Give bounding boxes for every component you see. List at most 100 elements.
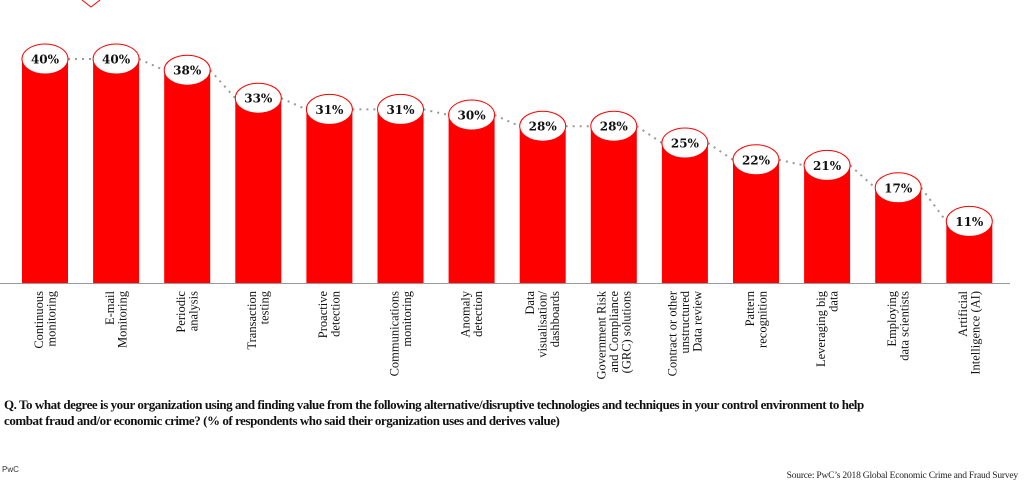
x-tick-label: monitoring: [44, 290, 58, 346]
x-tick-label: data: [826, 291, 840, 312]
x-tick-label: Anomaly: [458, 290, 472, 337]
bar-cap: [803, 149, 851, 181]
bar-12: 17%: [874, 172, 922, 283]
bar-11: 21%: [803, 149, 851, 283]
data-label: 40%: [102, 53, 131, 67]
bar-body: [235, 98, 282, 283]
x-tick-label: Proactive: [316, 291, 330, 339]
data-label: 30%: [458, 109, 487, 123]
data-label: 33%: [244, 92, 273, 106]
bar-0: 40%: [21, 43, 69, 283]
bar-body: [661, 143, 708, 283]
bar-body: [306, 109, 353, 284]
data-label: 22%: [742, 153, 771, 167]
x-tick-label: Periodic: [174, 291, 188, 333]
bar-10: 22%: [732, 144, 780, 283]
brand-label: PwC: [2, 465, 19, 474]
bars: 40% 40% 38% 33% 31% 31% 30% 28% 28% 25% 22% 21% 17% 1…: [21, 43, 993, 284]
x-tick-label: E-mail: [103, 290, 117, 325]
x-tick-label: testing: [258, 290, 272, 324]
x-tick-label: analysis: [186, 291, 200, 331]
bar-cap: [377, 93, 424, 125]
x-tick-label: data scientists: [897, 291, 911, 361]
x-tick-label: Employing: [885, 290, 899, 346]
data-label: 28%: [600, 120, 629, 134]
bar-1: 40%: [92, 43, 140, 283]
x-tick-label: detection: [471, 290, 485, 337]
data-label: 11%: [955, 215, 984, 229]
bar-7: 28%: [519, 110, 567, 283]
source-note: Source: PwC’s 2018 Global Economic Crime…: [786, 471, 1019, 481]
bar-body: [590, 126, 637, 283]
bar-body: [875, 187, 922, 283]
bar-chart: 40% 40% 38% 33% 31% 31% 30% 28% 28% 25% 22% 21% 17% 1…: [0, 0, 1010, 380]
trend-segment: [849, 164, 876, 189]
x-tick-label: monitoring: [400, 290, 414, 346]
x-tick-label: detection: [329, 290, 343, 337]
bar-cap: [448, 99, 496, 131]
bar-cap: [234, 82, 282, 114]
x-tick-label: Intelligence (AI): [969, 291, 983, 375]
question-line-1: Q. To what degree is your organization u…: [4, 397, 864, 412]
bar-cap: [92, 43, 140, 75]
bar-5: 31%: [377, 93, 424, 284]
data-label: 21%: [813, 159, 842, 173]
bar-cap: [732, 144, 780, 176]
bar-body: [733, 159, 779, 283]
x-tick-label: dashboards: [548, 291, 562, 347]
x-tick-label: unstructured: [678, 290, 692, 353]
x-tick-label: Government Risk: [594, 290, 608, 379]
bar-2: 38%: [163, 54, 211, 283]
data-label: 25%: [671, 137, 700, 151]
bar-cap: [945, 205, 993, 237]
bar-cap: [163, 54, 211, 86]
bar-body: [448, 115, 495, 283]
x-tick-label: and Compliance: [607, 291, 621, 373]
x-tick-label: Leveraging big: [814, 290, 828, 367]
bar-body: [519, 126, 566, 283]
x-tick-label: Continuous: [32, 291, 46, 349]
x-tick-label: Data review: [690, 291, 704, 352]
trend-segment: [494, 114, 521, 128]
trend-line: [68, 58, 948, 222]
bar-body: [804, 165, 851, 283]
bar-cap: [305, 93, 353, 125]
data-label: 31%: [315, 103, 344, 117]
x-tick-label: Data: [523, 291, 537, 315]
x-tick-label: (GRC) solutions: [619, 291, 633, 373]
bar-13: 11%: [945, 205, 993, 283]
data-label: 31%: [386, 103, 415, 117]
bar-8: 28%: [590, 110, 638, 283]
trend-segment: [209, 69, 237, 99]
trend-segment: [138, 58, 165, 72]
x-tick-label: Contract or other: [665, 290, 679, 376]
x-tick-label: Artificial: [956, 290, 970, 336]
x-tick-label: visualisation/: [536, 290, 550, 357]
x-tick-label: Pattern: [743, 290, 757, 326]
trend-segment: [423, 108, 449, 116]
bar-body: [93, 59, 140, 283]
trend-segment: [778, 158, 805, 167]
bar-body: [377, 109, 424, 284]
trend-segment: [636, 125, 663, 144]
bar-4: 31%: [305, 93, 353, 284]
bar-cap: [21, 43, 69, 75]
bar-3: 33%: [234, 82, 282, 283]
bar-cap: [661, 127, 709, 159]
trend-segment: [280, 97, 307, 111]
x-tick-label: Monitoring: [115, 290, 129, 348]
bar-body: [164, 70, 211, 283]
data-label: 17%: [884, 181, 913, 195]
survey-question: Q. To what degree is your organization u…: [4, 397, 1024, 429]
trend-segment: [920, 187, 948, 222]
data-label: 38%: [173, 64, 202, 78]
x-tick-label: Communications: [387, 291, 401, 377]
data-label: 28%: [529, 120, 558, 134]
x-tick-label: Transaction: [245, 290, 259, 349]
bar-cap: [590, 110, 638, 142]
bar-cap: [519, 110, 567, 142]
bar-6: 30%: [448, 99, 496, 283]
bar-9: 25%: [661, 127, 709, 283]
top-marker-icon: [81, 0, 101, 8]
